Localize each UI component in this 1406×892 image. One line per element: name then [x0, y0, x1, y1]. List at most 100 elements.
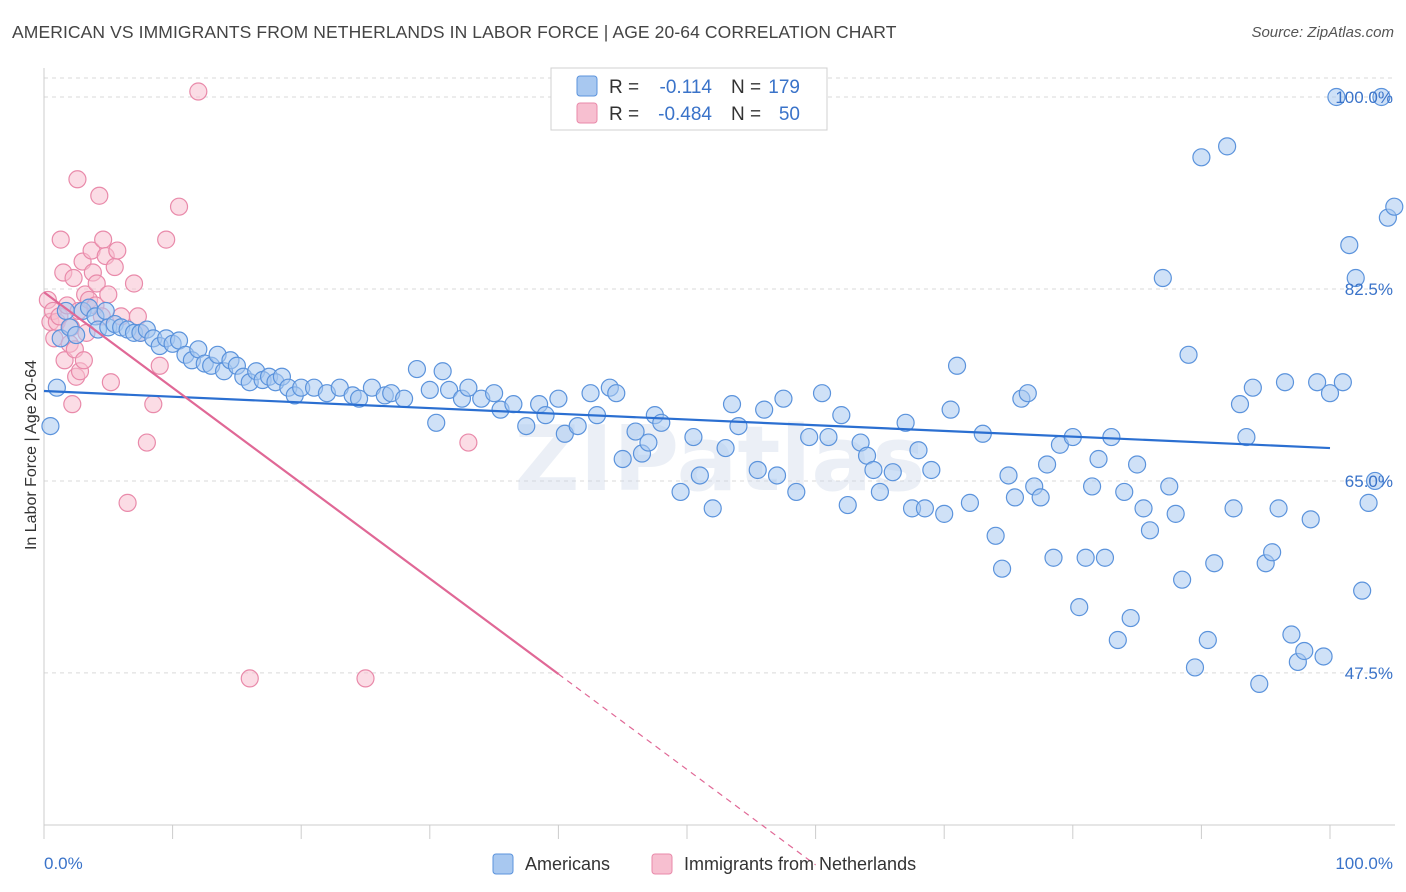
legend-n-value: 50	[779, 104, 800, 125]
data-point-netherlands	[118, 493, 137, 512]
data-point-americans	[1070, 598, 1089, 617]
data-point-americans	[652, 413, 671, 432]
x-tick-label: 100.0%	[1335, 854, 1393, 873]
legend-n-label: N =	[731, 77, 761, 98]
data-point-netherlands	[68, 170, 87, 189]
data-point-americans	[999, 466, 1018, 485]
data-point-americans	[1263, 543, 1282, 562]
data-point-americans	[1134, 499, 1153, 518]
data-point-americans	[716, 438, 735, 458]
data-point-americans	[1295, 641, 1314, 661]
data-point-americans	[1018, 384, 1037, 403]
data-point-americans	[1320, 384, 1340, 403]
data-point-netherlands	[144, 395, 163, 414]
data-point-americans	[922, 460, 941, 480]
data-point-americans	[485, 384, 504, 403]
data-point-americans	[1044, 548, 1063, 567]
data-point-americans	[935, 504, 954, 523]
data-point-americans	[536, 406, 555, 425]
data-point-americans	[1005, 488, 1025, 507]
data-point-americans	[870, 482, 890, 502]
data-point-americans	[349, 389, 369, 408]
data-point-netherlands	[94, 230, 113, 249]
data-point-americans	[992, 559, 1012, 578]
data-point-americans	[819, 427, 838, 447]
data-point-netherlands	[459, 433, 478, 452]
correlation-legend: R = -0.114 N = 179 R = -0.484 N = 50	[550, 67, 828, 131]
data-point-americans	[690, 466, 709, 485]
data-point-netherlands	[157, 230, 176, 249]
data-point-americans	[1340, 235, 1359, 255]
data-point-americans	[1121, 608, 1140, 628]
data-point-netherlands	[356, 669, 375, 688]
data-point-netherlands	[87, 274, 106, 293]
data-point-americans	[787, 482, 806, 502]
data-point-americans	[1333, 373, 1352, 392]
y-tick-labels: 47.5% 65.0% 82.5% 100.0%	[1335, 88, 1393, 683]
data-point-americans	[607, 384, 626, 403]
data-point-americans	[947, 356, 967, 375]
data-point-americans	[626, 422, 645, 441]
data-point-americans	[941, 400, 960, 419]
data-point-americans	[722, 395, 742, 414]
legend-n-label: N =	[731, 104, 761, 125]
data-point-americans	[1140, 521, 1160, 540]
trend-line-netherlands-extrapolated	[558, 673, 816, 866]
data-point-netherlands	[101, 373, 120, 392]
data-point-americans	[703, 499, 722, 518]
data-point-americans	[1327, 87, 1346, 107]
data-point-americans	[1127, 455, 1147, 474]
data-point-americans	[568, 417, 587, 436]
data-point-netherlands	[51, 230, 70, 249]
data-point-americans	[671, 482, 690, 502]
axes	[43, 68, 1395, 839]
data-point-americans	[1037, 455, 1057, 474]
data-point-netherlands	[169, 197, 189, 216]
bottom-legend-americans: Americans	[525, 854, 610, 874]
legend-r-value: -0.484	[658, 104, 712, 125]
data-point-netherlands	[189, 82, 208, 101]
data-point-americans	[1089, 449, 1108, 469]
data-point-americans	[504, 395, 523, 414]
data-point-americans	[1230, 395, 1250, 414]
data-point-americans	[838, 495, 857, 515]
data-point-americans	[1205, 554, 1224, 573]
data-point-netherlands	[240, 669, 259, 688]
data-point-americans	[748, 460, 767, 480]
bottom-legend-swatch-netherlands	[651, 853, 673, 875]
data-point-americans	[729, 417, 748, 436]
data-point-netherlands	[150, 356, 169, 375]
legend-r-value: -0.114	[660, 77, 713, 98]
data-point-americans	[832, 406, 851, 425]
data-point-americans	[47, 378, 66, 397]
data-point-americans	[1250, 674, 1269, 693]
data-point-americans	[1192, 148, 1211, 167]
x-tick-label: 0.0%	[44, 854, 83, 873]
data-point-americans	[1198, 630, 1217, 650]
data-point-americans	[1385, 197, 1404, 216]
data-point-americans	[960, 493, 980, 512]
data-point-americans	[1218, 137, 1237, 156]
data-point-americans	[864, 460, 883, 480]
data-point-netherlands	[64, 268, 83, 288]
data-point-americans	[1282, 625, 1301, 644]
data-point-americans	[581, 384, 600, 403]
data-point-americans	[1301, 510, 1320, 529]
data-point-americans	[1314, 647, 1333, 666]
data-point-americans	[420, 380, 439, 399]
data-point-netherlands	[99, 285, 118, 304]
legend-r-label: R =	[609, 104, 639, 125]
legend-r-label: R =	[609, 77, 639, 98]
data-point-americans	[1365, 471, 1385, 491]
data-point-netherlands	[74, 351, 93, 370]
y-tick-label: 82.5%	[1345, 280, 1393, 299]
bottom-legend-swatch-americans	[492, 853, 514, 875]
y-tick-label: 47.5%	[1345, 664, 1393, 683]
data-point-americans	[394, 389, 414, 408]
data-point-americans	[1179, 345, 1198, 364]
y-tick-label: 65.0%	[1345, 472, 1393, 491]
data-point-americans	[1166, 504, 1185, 523]
data-point-netherlands	[137, 433, 156, 452]
data-point-americans	[1108, 630, 1127, 650]
